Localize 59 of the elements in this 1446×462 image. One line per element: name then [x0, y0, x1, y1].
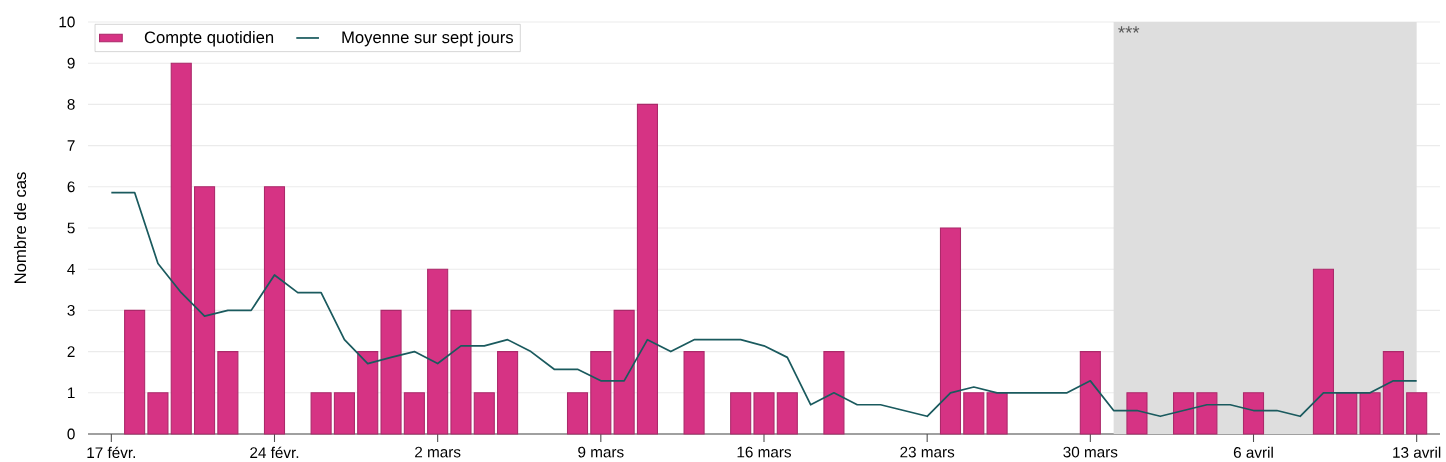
x-tick-label: 13 avril: [1393, 446, 1441, 458]
bar: [1382, 350, 1404, 435]
bar: [1242, 392, 1265, 435]
bar: [403, 392, 425, 435]
y-tick-label: 0: [67, 428, 75, 440]
bar: [986, 392, 1008, 435]
bar: [263, 186, 286, 435]
bar: [823, 350, 845, 435]
bar: [333, 392, 355, 435]
y-tick-label: 10: [59, 16, 75, 28]
bar: [1079, 350, 1101, 435]
x-tick-label: 23 mars: [900, 446, 955, 458]
bar: [1359, 392, 1381, 435]
bar: [636, 103, 659, 435]
bar: [450, 309, 472, 435]
x-tick-label: 9 mars: [578, 446, 624, 458]
x-tick-label: 17 févr.: [87, 446, 135, 458]
y-tick-label: 4: [67, 263, 75, 275]
bar: [730, 392, 752, 435]
y-tick-label: 1: [68, 387, 75, 398]
bar: [380, 309, 402, 435]
bar: [1312, 268, 1334, 435]
bar: [427, 268, 449, 435]
bar: [776, 392, 798, 435]
y-tick-label: 9: [67, 57, 75, 69]
bar: [566, 392, 589, 435]
y-axis-title: Nombre de cas: [13, 172, 27, 283]
bar: [1173, 392, 1195, 435]
legend-label: Moyenne sur sept jours: [342, 30, 514, 47]
bar: [124, 309, 146, 435]
bar: [753, 392, 775, 435]
bar: [683, 350, 705, 435]
bar: [310, 392, 332, 435]
y-tick-label: 6: [67, 181, 75, 192]
band-label: ***: [1118, 26, 1140, 33]
x-tick-label: 2 mars: [415, 446, 461, 458]
y-tick-label: 7: [67, 140, 75, 151]
y-tick-label: 8: [67, 98, 75, 110]
x-tick-label: 16 mars: [737, 446, 792, 458]
bar: [939, 227, 962, 435]
bar: [194, 186, 216, 435]
x-tick-label: 6 avril: [1233, 446, 1273, 458]
bar: [1406, 392, 1428, 435]
y-tick-label: 2: [67, 346, 75, 357]
x-tick-label: 24 févr.: [250, 446, 299, 458]
bar: [1126, 392, 1148, 435]
bar: [1196, 392, 1218, 435]
bar: [1336, 392, 1358, 435]
bar: [170, 62, 192, 435]
x-tick-label: 30 mars: [1063, 446, 1118, 458]
bar: [147, 392, 169, 435]
bar: [963, 392, 985, 435]
bar: [217, 350, 239, 435]
bar: [497, 350, 519, 435]
bar: [357, 350, 379, 435]
y-tick-label: 3: [67, 304, 75, 316]
y-tick-label: 5: [67, 222, 75, 234]
bar: [473, 392, 495, 435]
legend-label: Compte quotidien: [144, 30, 274, 47]
